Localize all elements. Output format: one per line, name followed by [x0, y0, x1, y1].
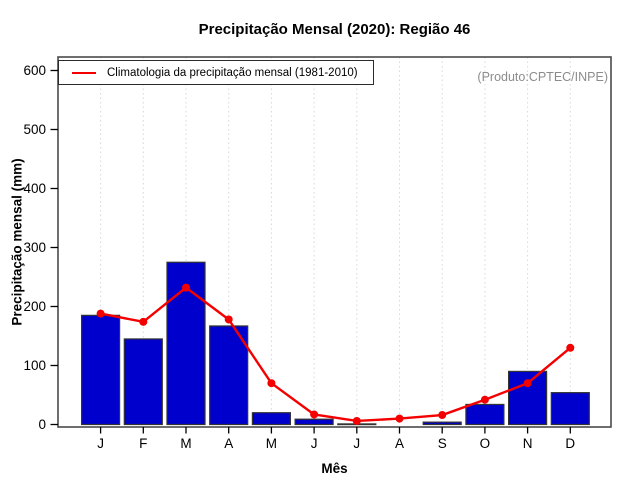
x-tick-label: J: [353, 436, 360, 451]
x-tick-label: A: [395, 436, 404, 451]
watermark-label: (Produto:CPTEC/INPE): [477, 70, 608, 84]
x-tick-label: M: [266, 436, 277, 451]
bar-S-8: [422, 421, 462, 426]
x-axis-title: Mês: [321, 461, 348, 476]
chart-title: Precipitação Mensal (2020): Região 46: [198, 21, 471, 38]
climatology-line: [100, 286, 572, 423]
y-tick-label: 300: [23, 240, 46, 255]
x-tick-label: J: [311, 436, 318, 451]
legend-label: Climatologia da precipitação mensal (198…: [107, 66, 358, 79]
legend: Climatologia da precipitação mensal (198…: [58, 60, 374, 85]
x-tick-label: O: [480, 436, 491, 451]
climatology-point-8: [438, 411, 447, 420]
x-tick-label: M: [180, 436, 191, 451]
climatology-point-9: [480, 395, 489, 404]
y-tick-label: 100: [23, 358, 46, 373]
plot-border: [57, 56, 612, 428]
climatology-point-4: [267, 379, 276, 388]
bar-O-9: [465, 403, 505, 426]
bar-F-1: [123, 338, 163, 426]
y-axis-title: Precipitação mensal (mm): [9, 158, 25, 326]
climatology-point-10: [523, 379, 532, 388]
bar-J-0: [80, 314, 121, 426]
bar-D-11: [550, 392, 590, 426]
bar-A-3: [209, 325, 249, 426]
x-tick-label: S: [438, 436, 447, 451]
climatology-point-2: [182, 283, 190, 292]
y-tick-label: 0: [38, 417, 46, 432]
bar-M-4: [251, 412, 291, 426]
climatology-point-5: [310, 410, 319, 419]
climatology-point-11: [566, 343, 575, 352]
y-tick-label: 400: [23, 181, 46, 196]
climatology-point-3: [224, 315, 233, 324]
x-tick-label: N: [523, 436, 533, 451]
climatology-point-0: [96, 309, 105, 318]
y-tick-label: 200: [23, 299, 46, 314]
legend-line-icon: [72, 71, 96, 74]
x-tick-label: J: [97, 436, 104, 451]
climatology-point-7: [395, 414, 404, 423]
climatology-point-6: [352, 416, 361, 425]
x-tick-label: F: [139, 436, 147, 451]
climatology-point-1: [139, 317, 148, 326]
y-tick-label: 500: [23, 122, 46, 137]
x-tick-label: D: [565, 436, 575, 451]
y-tick-label: 600: [23, 63, 46, 78]
bar-J-5: [294, 418, 334, 426]
x-tick-label: A: [224, 436, 233, 451]
